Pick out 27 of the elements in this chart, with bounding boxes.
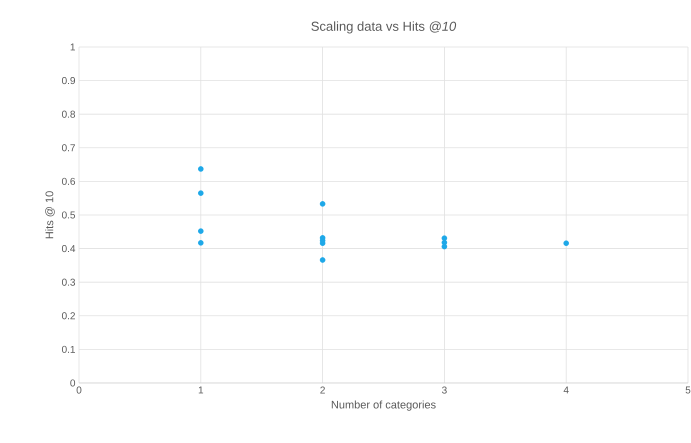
y-tick-label: 0.2 — [62, 312, 75, 320]
x-tick-label: 3 — [442, 386, 447, 394]
y-tick-label: 0.5 — [62, 211, 76, 219]
y-axis-title: Hits @ 10 — [45, 191, 55, 238]
y-tick-label: 0 — [70, 379, 76, 387]
y-tick-label: 0.8 — [62, 110, 76, 118]
point — [198, 240, 204, 246]
y-tick-label: 0.3 — [62, 278, 76, 286]
x-tick-label: 2 — [320, 386, 325, 394]
y-tick-label: 0.6 — [62, 178, 76, 185]
x-tick-label: 0 — [76, 386, 82, 394]
x-axis-title: Number of categories — [332, 400, 436, 411]
point — [198, 190, 204, 196]
chart-title: Scaling data vs Hits @10 — [311, 21, 456, 34]
y-tick-label: 0.9 — [62, 77, 76, 84]
x-tick-label: 1 — [198, 386, 204, 394]
x-tick-label: 4 — [564, 386, 569, 394]
y-tick-label: 0.4 — [62, 245, 76, 252]
x-tick-label: 5 — [686, 386, 690, 394]
point — [320, 257, 326, 263]
y-tick-label: 0.1 — [62, 346, 75, 353]
point — [198, 166, 204, 172]
y-tick-label: 1 — [70, 44, 75, 50]
point — [563, 240, 569, 246]
point — [320, 201, 326, 207]
point — [198, 228, 204, 234]
y-tick-label: 0.7 — [62, 144, 75, 152]
